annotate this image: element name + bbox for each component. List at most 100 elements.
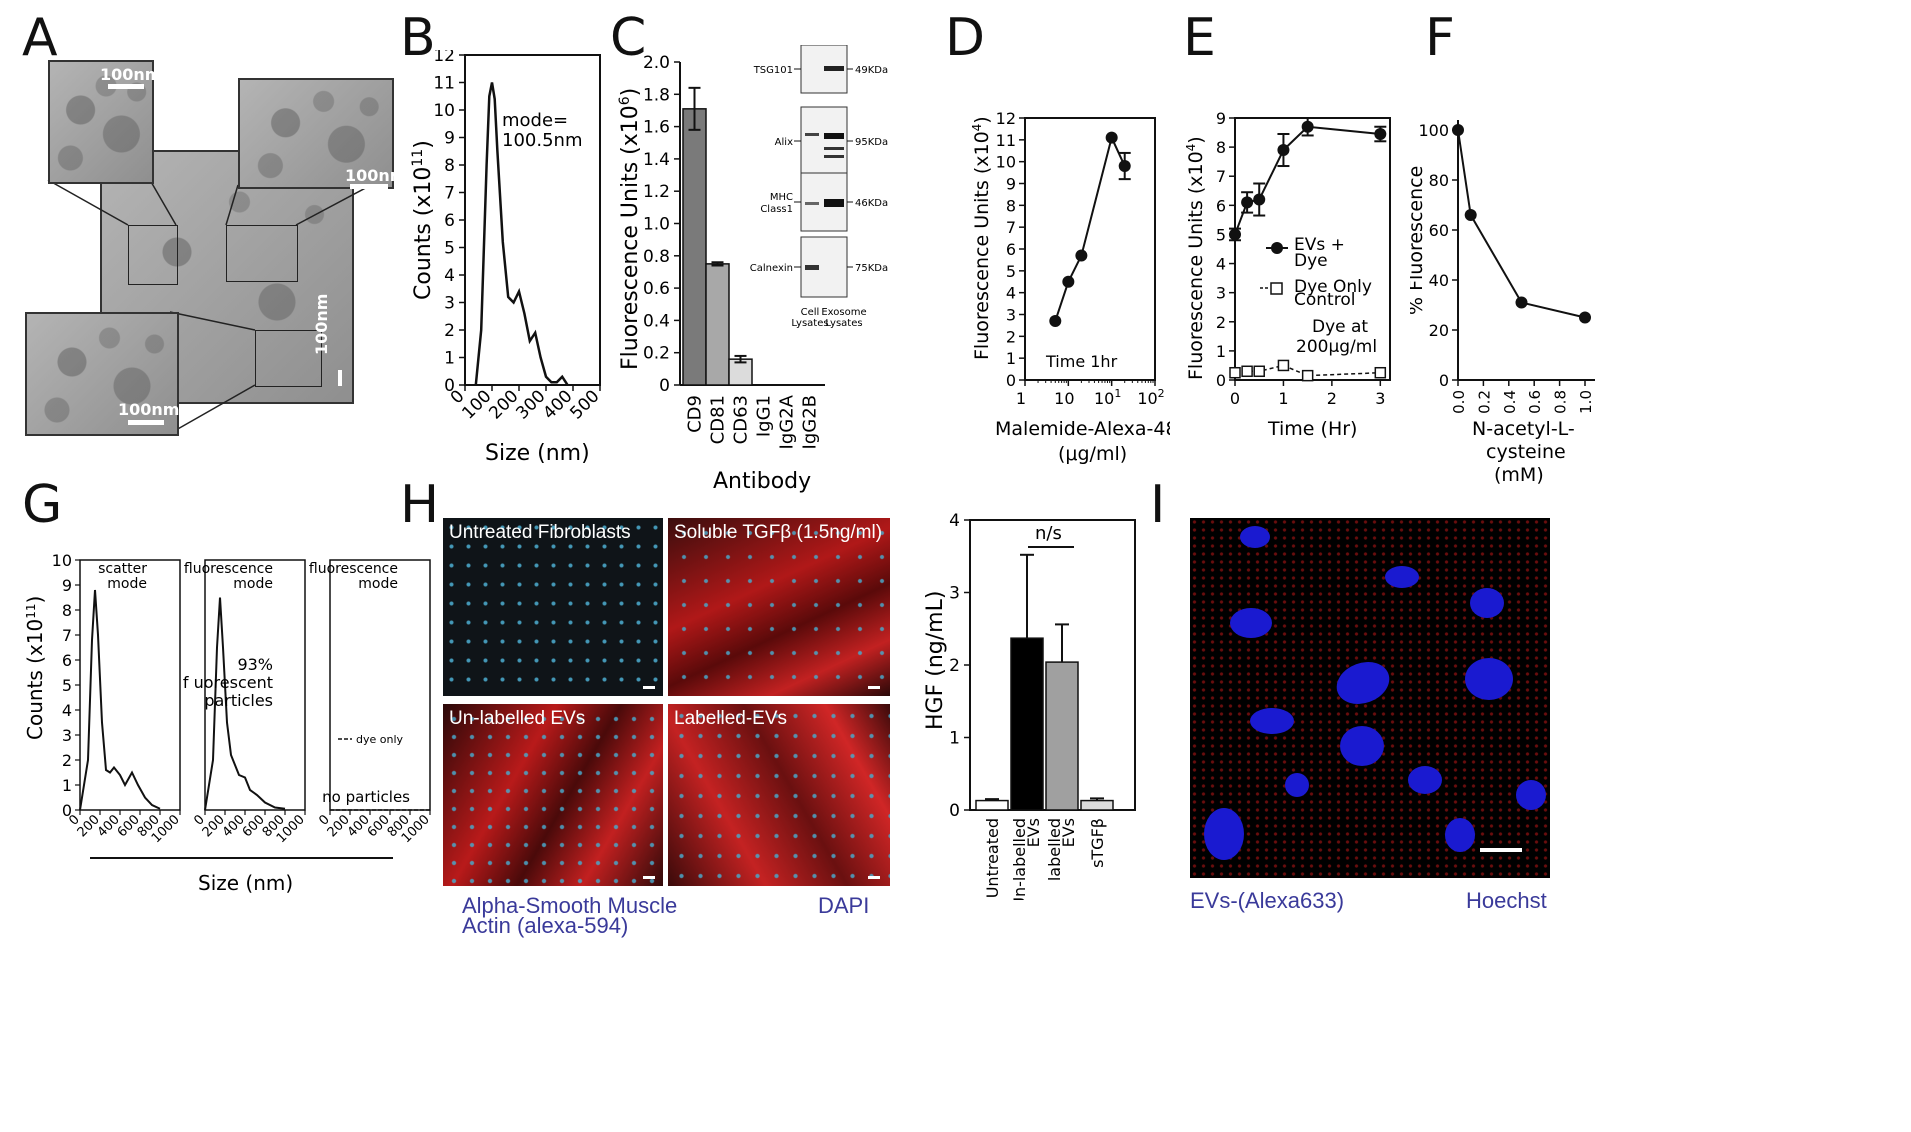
scale-bar-h3	[643, 876, 655, 879]
x-tick-label: 0.6	[1526, 390, 1544, 414]
g3-mode-1: fluorescence	[309, 561, 398, 577]
y-tick-label: 1	[1216, 342, 1226, 361]
scale-bar-a1	[108, 84, 144, 89]
y-tick-label: 60	[1429, 221, 1449, 240]
y-tick-label: 12	[996, 109, 1016, 128]
panel-label-f: F	[1425, 8, 1455, 68]
data-point	[1277, 144, 1290, 157]
h-image-labelled: Labelled-EVs	[668, 704, 890, 886]
x-tick-label: CD9	[685, 395, 706, 433]
em-inset-bottom-left	[25, 312, 179, 436]
blot-band	[824, 199, 844, 207]
fluorescence-line	[1054, 134, 1126, 322]
data-point	[1229, 366, 1241, 379]
scale-bar-h4	[868, 876, 880, 879]
y-tick-label: 9	[444, 129, 455, 149]
y-tick-label: 2	[949, 656, 960, 676]
y-tick-label: 5	[1006, 262, 1016, 281]
x-axis-label: Antibody	[713, 469, 811, 494]
blot-col-label: Lysates	[825, 318, 862, 329]
x-tick-label: 0	[1230, 389, 1240, 408]
data-point	[1515, 296, 1528, 309]
y-tick-label: 7	[444, 184, 455, 204]
y-tick-label: 2	[1006, 327, 1016, 346]
h-image-untreated: Untreated Fibroblasts	[443, 518, 663, 696]
y-tick-label: 9	[62, 576, 72, 595]
x-tick-label: 500	[566, 386, 603, 423]
x-tick-label: 101	[1094, 387, 1121, 408]
blot-col-label: Cell	[801, 307, 820, 318]
y-axis-label: Fluorescence Units (x104)	[970, 116, 993, 360]
y-tick-label: 40	[1429, 271, 1449, 290]
data-point	[1301, 120, 1314, 133]
time-annotation: Time 1hr	[1045, 352, 1118, 371]
blot-row-label: MHC	[770, 192, 793, 203]
y-tick-label: 1	[949, 729, 960, 749]
em-inset-top-right	[238, 78, 394, 189]
g1-mode-1: scatter	[98, 561, 147, 577]
em-inset-top-left	[48, 60, 154, 184]
blot-col-label: Exosome	[821, 307, 866, 318]
blot-size-label: 95KDa	[855, 137, 888, 148]
blot-row-label: Class1	[760, 204, 793, 215]
y-tick-label: 3	[1216, 284, 1226, 303]
x-tick-label: EVs	[1059, 818, 1078, 847]
panel-label-h: H	[400, 475, 440, 535]
x-tick-label: CD81	[708, 395, 729, 444]
bar	[1010, 637, 1044, 811]
y-tick-label: 3	[62, 726, 72, 745]
x-tick-label: 1.0	[1577, 390, 1595, 414]
y-axis-label: Fluorescence Units (x106)	[617, 88, 643, 370]
x-tick-label: 0.8	[1552, 390, 1570, 414]
h-image-unlabelled: Un-labelled EVs	[443, 704, 663, 886]
scale-bar-a3	[128, 420, 164, 425]
plot-frame	[1024, 117, 1156, 381]
x-axis-label: Size (nm)	[198, 871, 293, 895]
y-tick-label: 1	[1006, 349, 1016, 368]
data-point	[1253, 365, 1265, 378]
bar	[1080, 799, 1114, 811]
y-tick-label: 8	[62, 601, 72, 620]
western-blot-inset: TSG101 49KDa Alix 95KDa MHC Class1 46KDa Calnex…	[745, 44, 905, 345]
y-axis-label: % Fluorescence	[1410, 166, 1427, 315]
y-tick-label: 4	[1216, 255, 1226, 274]
y-tick-label: 0	[1216, 371, 1226, 390]
y-tick-label: 9	[1006, 175, 1016, 194]
y-tick-label: 7	[1216, 167, 1226, 186]
i-confocal-image	[1190, 518, 1550, 878]
x-tick-label: 2	[1327, 389, 1337, 408]
y-tick-label: 8	[1006, 196, 1016, 215]
panel-label-b: B	[400, 8, 436, 68]
panel-c-chart: 0 0.2 0.4 0.6 0.8 1.0 1.2 1.4 1.6 1.8 2.0 CD9 CD81 CD…	[617, 53, 825, 494]
blot-size-label: 46KDa	[855, 198, 888, 209]
y-tick-label: 1.4	[643, 150, 670, 170]
x-axis-label: Size (nm)	[485, 441, 590, 466]
bar-cd9	[682, 108, 707, 386]
x-tick-label: 0.2	[1475, 390, 1493, 414]
y-tick-label: 6	[1006, 240, 1016, 259]
data-point	[1062, 275, 1075, 288]
x-tick-label: 1	[1016, 389, 1026, 408]
significance-label: n/s	[1035, 523, 1062, 544]
x-tick-label: 3	[1375, 389, 1385, 408]
blot-band	[805, 133, 819, 136]
y-tick-label: 0	[1006, 371, 1016, 390]
data-point	[1075, 249, 1088, 262]
x-tick-label: CD63	[731, 395, 752, 444]
x-tick-label: 102	[1137, 387, 1164, 408]
x-axis-label-3: (mM)	[1494, 464, 1544, 486]
panel-label-d: D	[945, 8, 986, 68]
panel-label-c: C	[610, 8, 647, 68]
scatter-mode-line	[79, 589, 161, 811]
panel-d-chart: 0123456789101112110101102103 Time 1hr Fl…	[970, 109, 1170, 465]
scale-label-a1: 100nm	[100, 65, 162, 84]
x-tick-label: IgG2A	[777, 394, 798, 449]
blot-col-label: Lysates	[791, 318, 828, 329]
y-tick-label: 12	[433, 50, 455, 66]
mode-annotation-2: 100.5nm	[502, 130, 582, 151]
y-tick-label: 0.6	[643, 279, 670, 299]
data-point	[1374, 128, 1387, 141]
y-tick-label: 9	[1216, 109, 1226, 128]
scale-bar-a4	[338, 370, 342, 386]
x-axis-label-2: cysteine	[1486, 441, 1566, 463]
